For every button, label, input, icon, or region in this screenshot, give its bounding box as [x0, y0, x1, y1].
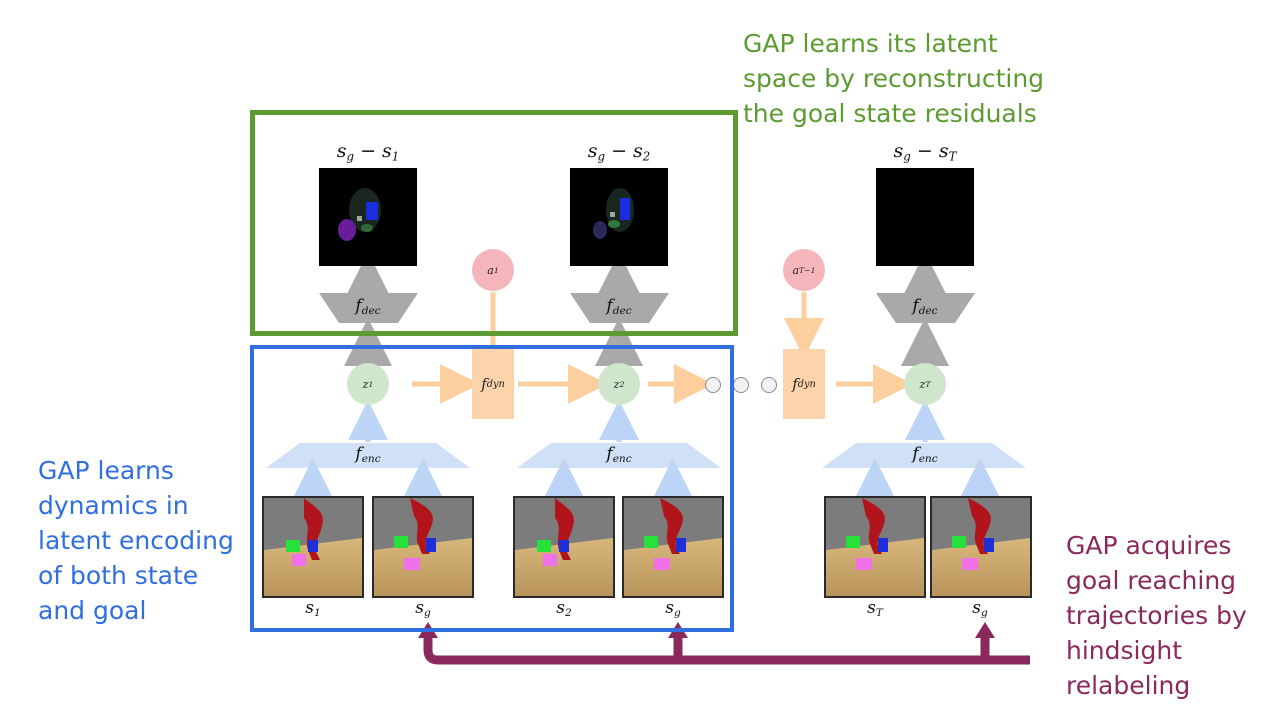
residual-image: [876, 168, 974, 266]
decoder-label: fdec: [606, 296, 632, 318]
input-label: sT: [867, 598, 883, 620]
encoder-label: fenc: [606, 444, 632, 466]
goal-image: [932, 498, 1030, 596]
caption-line: dynamics in: [38, 491, 189, 520]
state-image: [826, 498, 924, 596]
dynamics-block: f dyn: [783, 349, 825, 419]
latent-dynamics-frame: [250, 345, 734, 632]
decoder-block: [570, 293, 669, 323]
caption-line: space by reconstructing: [743, 64, 1045, 93]
residual-image: [570, 168, 668, 266]
residual-image-content: [570, 168, 668, 266]
encoder-label: fenc: [355, 444, 381, 466]
caption-line: relabeling: [1066, 671, 1191, 700]
decoder-block: [876, 293, 975, 323]
caption-line: hindsight: [1066, 636, 1182, 665]
caption-line: GAP learns: [38, 456, 174, 485]
caption-line: of both state: [38, 561, 199, 590]
input-label: sg: [665, 598, 681, 620]
residual-image-content: [319, 168, 417, 266]
residual-label: sg − s2: [587, 140, 651, 164]
decoder-label: fdec: [912, 296, 938, 318]
caption-latent-dynamics: GAP learns dynamics in latent encoding o…: [38, 453, 234, 628]
residual-image: [319, 168, 417, 266]
caption-line: the goal state residuals: [743, 99, 1037, 128]
input-label: s2: [556, 598, 572, 620]
input-label: sg: [972, 598, 988, 620]
caption-line: GAP learns its latent: [743, 29, 998, 58]
caption-line: goal reaching: [1066, 566, 1237, 595]
action-node: a T−1: [783, 249, 825, 291]
ellipsis-dot: [705, 377, 721, 393]
input-label: s1: [305, 598, 321, 620]
caption-hindsight-relabeling: GAP acquires goal reaching trajectories …: [1066, 528, 1247, 703]
decoder-label: fdec: [355, 296, 381, 318]
dynamics-block: f dyn: [472, 349, 514, 419]
caption-latent-reconstruction: GAP learns its latent space by reconstru…: [743, 26, 1044, 131]
caption-line: trajectories by: [1066, 601, 1247, 630]
reconstruction-frame: [250, 110, 738, 336]
relabel-arrowhead: [975, 622, 995, 638]
decoder-block: [319, 293, 418, 323]
relabel-arrow-path: [423, 636, 1030, 665]
ellipsis-dot: [761, 377, 777, 393]
caption-line: latent encoding: [38, 526, 234, 555]
residual-label: sg − s1: [336, 140, 400, 164]
encoder-label: fenc: [912, 444, 938, 466]
residual-label: sg − sT: [893, 140, 957, 164]
input-label: sg: [415, 598, 431, 620]
caption-line: and goal: [38, 596, 147, 625]
caption-line: GAP acquires: [1066, 531, 1232, 560]
